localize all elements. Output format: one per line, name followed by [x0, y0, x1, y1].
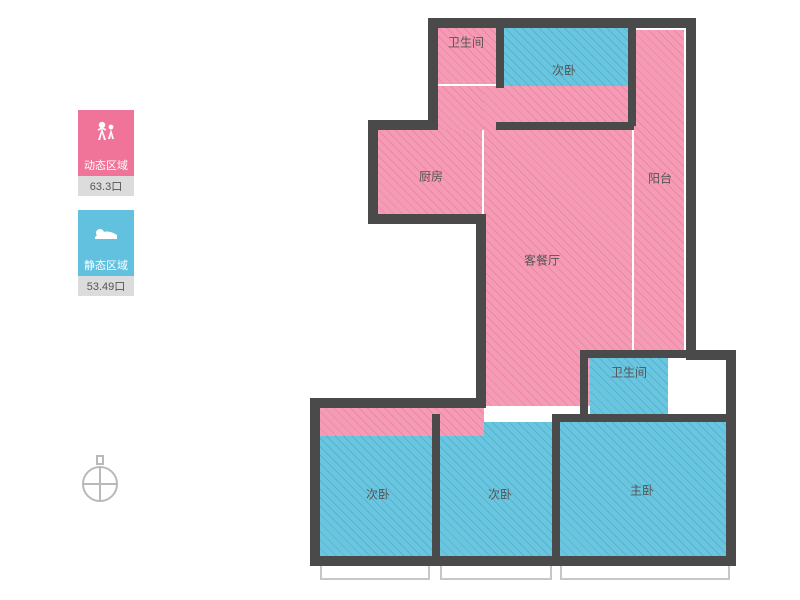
balcony-strip: [560, 566, 730, 580]
people-icon: [92, 118, 120, 146]
legend-dynamic-title: 动态区域: [78, 154, 134, 176]
room-label-balcony: 阳台: [648, 170, 672, 187]
room-notch_nw: [436, 86, 484, 130]
room-label-bath2: 卫生间: [611, 364, 647, 381]
room-balcony: [634, 30, 684, 354]
balcony-strip: [440, 566, 552, 580]
wall-segment: [628, 18, 636, 126]
room-hall_w: [320, 406, 484, 436]
wall-segment: [496, 18, 504, 88]
wall-segment: [310, 556, 734, 566]
wall-segment: [686, 350, 734, 360]
wall-segment: [580, 350, 588, 422]
legend-dynamic-zone: 动态区域 63.3口: [78, 110, 134, 196]
wall-segment: [428, 18, 696, 28]
wall-segment: [432, 414, 440, 562]
sleep-icon: [91, 221, 121, 243]
wall-segment: [580, 350, 688, 358]
wall-segment: [368, 214, 484, 224]
wall-segment: [552, 414, 560, 562]
legend-static-zone: 静态区域 53.49口: [78, 210, 134, 296]
wall-segment: [368, 120, 438, 130]
legend-dynamic-value: 63.3口: [78, 176, 134, 196]
compass-icon: [78, 454, 122, 511]
wall-segment: [552, 414, 736, 422]
wall-segment: [496, 122, 634, 130]
balcony-strip: [320, 566, 430, 580]
wall-segment: [428, 18, 438, 126]
legend-static-box: [78, 210, 134, 254]
room-label-living: 客餐厅: [524, 252, 560, 269]
room-label-kitchen: 厨房: [419, 168, 443, 185]
legend-dynamic-box: [78, 110, 134, 154]
wall-segment: [310, 398, 486, 408]
wall-segment: [310, 398, 320, 562]
room-label-bed_ne: 次卧: [552, 62, 576, 79]
room-label-bed_c: 次卧: [488, 486, 512, 503]
wall-segment: [726, 350, 736, 566]
room-label-master: 主卧: [630, 482, 654, 499]
wall-segment: [686, 18, 696, 358]
wall-segment: [368, 120, 378, 220]
room-label-bed_w: 次卧: [366, 486, 390, 503]
wall-segment: [476, 214, 486, 398]
legend-static-value: 53.49口: [78, 276, 134, 296]
room-label-bath1: 卫生间: [448, 34, 484, 51]
legend-static-title: 静态区域: [78, 254, 134, 276]
